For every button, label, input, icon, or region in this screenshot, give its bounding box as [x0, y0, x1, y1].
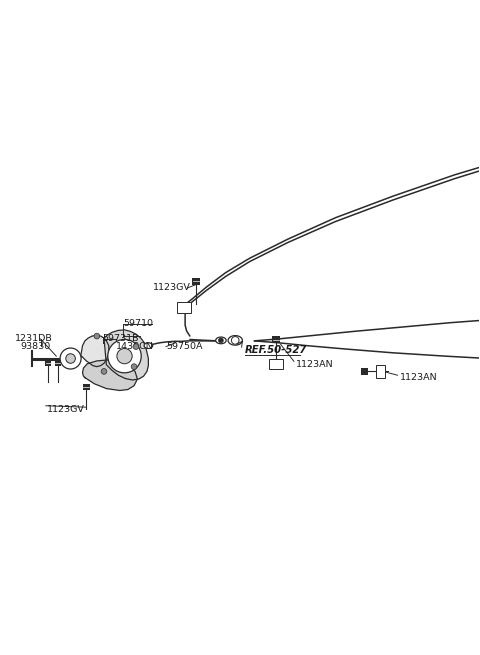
- Circle shape: [60, 348, 81, 369]
- Circle shape: [117, 348, 132, 364]
- FancyBboxPatch shape: [269, 359, 283, 369]
- Bar: [361, 367, 368, 375]
- FancyBboxPatch shape: [177, 302, 192, 312]
- Circle shape: [66, 354, 75, 364]
- Bar: [272, 337, 280, 343]
- Circle shape: [131, 364, 137, 369]
- Text: 1231DB: 1231DB: [15, 335, 52, 343]
- Polygon shape: [80, 335, 109, 367]
- Ellipse shape: [144, 343, 153, 348]
- Polygon shape: [83, 360, 137, 390]
- Circle shape: [231, 337, 239, 345]
- Bar: [55, 360, 61, 366]
- Circle shape: [218, 338, 223, 343]
- Polygon shape: [104, 330, 148, 380]
- Text: 1123AN: 1123AN: [400, 373, 437, 382]
- Ellipse shape: [216, 337, 226, 344]
- Text: 59731B: 59731B: [103, 335, 139, 343]
- FancyBboxPatch shape: [376, 365, 385, 378]
- Bar: [83, 384, 90, 390]
- Bar: [192, 278, 200, 284]
- Text: 93830: 93830: [21, 342, 51, 351]
- Text: REF.50-527: REF.50-527: [245, 345, 307, 356]
- Circle shape: [101, 369, 107, 374]
- Circle shape: [133, 344, 139, 350]
- Text: 59750A: 59750A: [166, 342, 203, 351]
- Text: 1430CN: 1430CN: [116, 342, 154, 351]
- Text: 1123AN: 1123AN: [296, 360, 334, 369]
- Circle shape: [108, 339, 141, 373]
- Text: 59710: 59710: [123, 319, 153, 328]
- Text: 1123GV: 1123GV: [153, 284, 191, 292]
- Text: 1123GV: 1123GV: [47, 405, 84, 414]
- Circle shape: [94, 333, 100, 339]
- Bar: [45, 360, 51, 366]
